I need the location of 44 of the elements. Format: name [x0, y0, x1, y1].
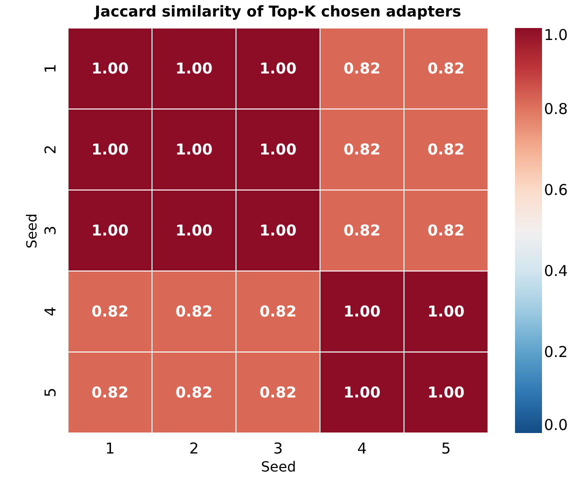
data-label: 0.82	[343, 60, 381, 78]
color-bar-label: 0.0	[544, 416, 568, 434]
data-label: 1.00	[343, 384, 381, 402]
color-bar-label: 0.6	[544, 181, 568, 199]
data-label: 1.00	[91, 60, 129, 78]
data-label: 0.82	[91, 384, 129, 402]
data-label: 1.00	[427, 384, 465, 402]
data-label: 1.00	[259, 140, 297, 158]
data-label: 0.82	[259, 302, 297, 320]
color-bar-label: 0.4	[544, 262, 568, 280]
y-tick-label: 3	[42, 226, 60, 236]
x-tick-label: 3	[273, 440, 283, 458]
x-tick-label: 4	[357, 440, 367, 458]
y-tick-label: 2	[42, 144, 60, 154]
data-label: 0.82	[343, 140, 381, 158]
data-label: 1.00	[175, 140, 213, 158]
data-label: 1.00	[259, 222, 297, 240]
data-label: 0.82	[91, 302, 129, 320]
chart-title: Jaccard similarity of Top-K chosen adapters	[94, 2, 462, 20]
color-bar-label: 0.2	[544, 343, 568, 361]
data-label: 0.82	[427, 222, 465, 240]
data-label: 1.00	[175, 222, 213, 240]
y-tick-label: 4	[42, 306, 60, 316]
color-bar-label: 1.0	[544, 26, 568, 44]
x-tick-label: 5	[441, 440, 451, 458]
data-label: 0.82	[175, 384, 213, 402]
x-tick-label: 2	[189, 440, 199, 458]
data-label: 1.00	[91, 140, 129, 158]
y-tick-label: 5	[42, 388, 60, 398]
data-label: 1.00	[343, 302, 381, 320]
data-label: 0.82	[427, 140, 465, 158]
data-label: 0.82	[427, 60, 465, 78]
data-label: 1.00	[175, 60, 213, 78]
y-axis-title: Seed	[24, 214, 40, 248]
data-label: 0.82	[175, 302, 213, 320]
x-tick-label: 1	[105, 440, 115, 458]
color-bar-label: 0.8	[544, 100, 568, 118]
data-label: 1.00	[91, 222, 129, 240]
data-label: 1.00	[259, 60, 297, 78]
x-axis-title: Seed	[261, 460, 296, 476]
data-label: 1.00	[427, 302, 465, 320]
data-label: 0.82	[343, 222, 381, 240]
y-tick-label: 1	[42, 64, 60, 74]
data-label: 0.82	[259, 384, 297, 402]
